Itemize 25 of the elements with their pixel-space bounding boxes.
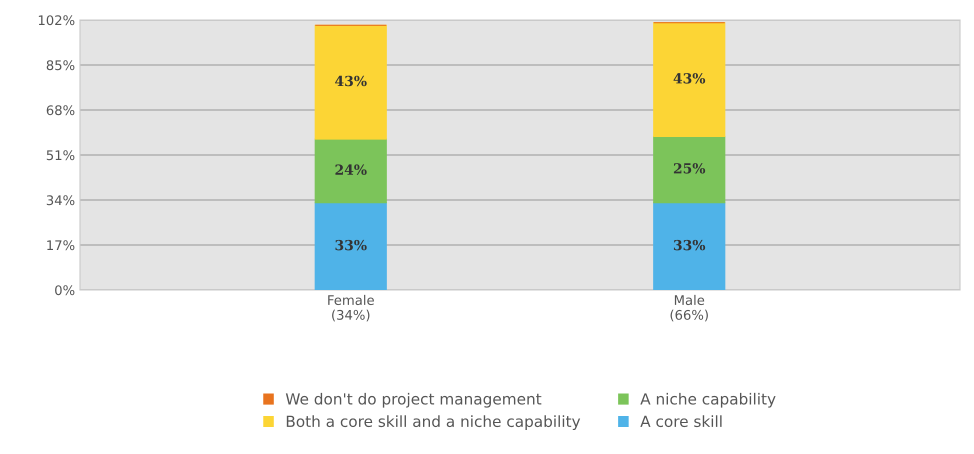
y-tick-label: 85% [46, 60, 74, 70]
bar [314, 202, 387, 290]
bar [653, 22, 726, 138]
bar [314, 24, 387, 140]
y-tick-label: 17% [47, 240, 74, 250]
legend-label: A niche capability [640, 392, 776, 408]
y-tick-label: 34% [46, 195, 74, 206]
data-label: 43% [335, 76, 367, 86]
bar [653, 202, 726, 290]
y-tick-label: 0% [55, 285, 74, 296]
y-tick-label: 68% [46, 105, 74, 116]
data-label: 25% [674, 163, 706, 174]
data-label: 43% [674, 73, 706, 84]
legend-label: We don't do project management [286, 392, 542, 408]
y-tick-label: 102% [38, 15, 74, 26]
data-label: 24% [335, 164, 367, 175]
data-label: 33% [674, 240, 706, 250]
x-tick-label: Female (34%) [328, 294, 374, 322]
bar [653, 136, 726, 204]
legend-label: Both a core skill and a niche capability [286, 415, 580, 430]
legend-label: A core skill [640, 415, 722, 428]
y-tick-label: 51% [46, 150, 74, 160]
x-tick-label: Male (66%) [670, 294, 708, 322]
bar [314, 138, 387, 204]
data-label: 33% [335, 240, 367, 250]
